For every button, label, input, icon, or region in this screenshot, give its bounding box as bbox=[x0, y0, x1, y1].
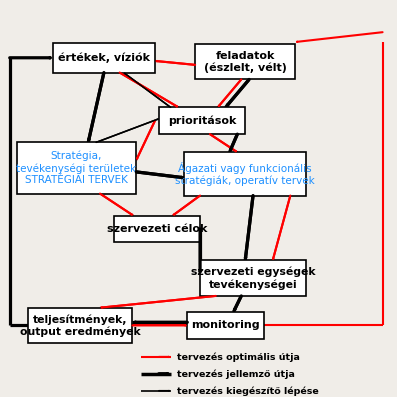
FancyBboxPatch shape bbox=[28, 308, 132, 343]
FancyBboxPatch shape bbox=[200, 260, 306, 296]
Text: prioritások: prioritások bbox=[168, 116, 236, 126]
FancyBboxPatch shape bbox=[159, 107, 245, 134]
Text: feladatok
(észlelt, vélt): feladatok (észlelt, vélt) bbox=[204, 50, 287, 73]
FancyBboxPatch shape bbox=[17, 143, 136, 194]
Text: monitoring: monitoring bbox=[191, 320, 260, 330]
FancyBboxPatch shape bbox=[184, 152, 306, 196]
Text: tervezés jellemző útja: tervezés jellemző útja bbox=[177, 369, 295, 379]
FancyBboxPatch shape bbox=[114, 216, 200, 243]
Text: értékek, víziók: értékek, víziók bbox=[58, 52, 150, 63]
Text: szervezeti egységek
tevékenységei: szervezeti egységek tevékenységei bbox=[191, 267, 315, 289]
Text: Stratégia,
tevékenységi területek
STRATÉGIAI TERVEK: Stratégia, tevékenységi területek STRATÉ… bbox=[16, 151, 137, 185]
FancyBboxPatch shape bbox=[195, 44, 295, 79]
Text: tervezés kiegészítő lépése: tervezés kiegészítő lépése bbox=[177, 386, 318, 395]
Text: teljesítmények,
output eredmények: teljesítmények, output eredmények bbox=[20, 314, 141, 337]
Text: Ágazati vagy funkcionális
stratégiák, operatív tervek: Ágazati vagy funkcionális stratégiák, op… bbox=[175, 162, 315, 186]
FancyBboxPatch shape bbox=[187, 312, 264, 339]
Text: szervezeti célok: szervezeti célok bbox=[107, 224, 207, 234]
Text: tervezés optimális útja: tervezés optimális útja bbox=[177, 352, 299, 362]
FancyBboxPatch shape bbox=[53, 43, 155, 73]
